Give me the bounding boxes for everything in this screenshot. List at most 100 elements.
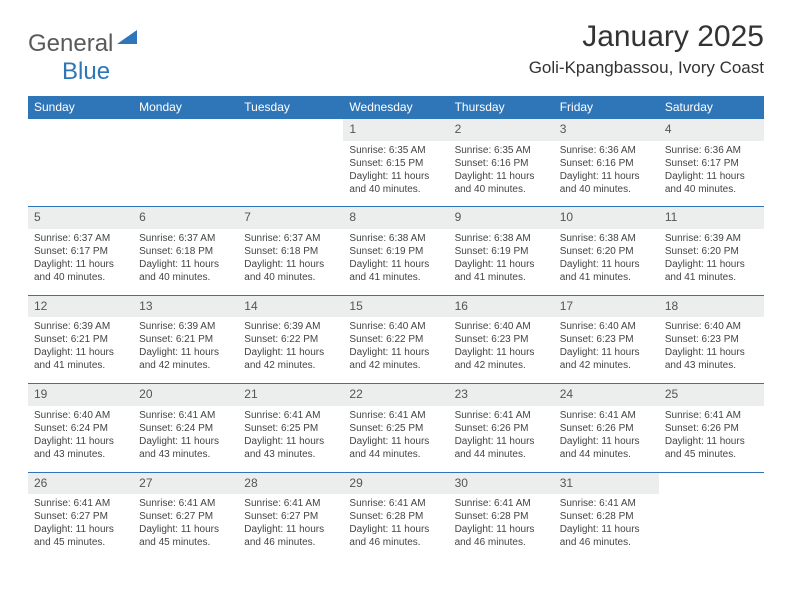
calendar-day-cell: 18Sunrise: 6:40 AMSunset: 6:23 PMDayligh… [659,296,764,384]
calendar-day-cell: 10Sunrise: 6:38 AMSunset: 6:20 PMDayligh… [554,207,659,295]
calendar-day-cell: 9Sunrise: 6:38 AMSunset: 6:19 PMDaylight… [449,207,554,295]
sunset-text: Sunset: 6:21 PM [34,334,108,345]
calendar-day-cell: 27Sunrise: 6:41 AMSunset: 6:27 PMDayligh… [133,473,238,561]
calendar-day-cell: 17Sunrise: 6:40 AMSunset: 6:23 PMDayligh… [554,296,659,384]
day-number: 9 [449,207,554,229]
daylight-text: Daylight: 11 hours and 41 minutes. [34,347,114,371]
month-title: January 2025 [529,20,764,54]
sunset-text: Sunset: 6:26 PM [665,423,739,434]
sunset-text: Sunset: 6:19 PM [349,246,423,257]
day-number: 21 [238,384,343,406]
sunset-text: Sunset: 6:18 PM [139,246,213,257]
daylight-text: Daylight: 11 hours and 42 minutes. [560,347,640,371]
calendar-day-cell: 2Sunrise: 6:35 AMSunset: 6:16 PMDaylight… [449,119,554,207]
daylight-text: Daylight: 11 hours and 41 minutes. [665,259,745,283]
day-number: 7 [238,207,343,229]
daylight-text: Daylight: 11 hours and 41 minutes. [349,259,429,283]
calendar-day-cell: 11Sunrise: 6:39 AMSunset: 6:20 PMDayligh… [659,207,764,295]
sunset-text: Sunset: 6:19 PM [455,246,529,257]
calendar-day-cell: 16Sunrise: 6:40 AMSunset: 6:23 PMDayligh… [449,296,554,384]
weekday-header-row: Sunday Monday Tuesday Wednesday Thursday… [28,96,764,119]
sunset-text: Sunset: 6:24 PM [139,423,213,434]
sunrise-text: Sunrise: 6:41 AM [139,498,215,509]
day-number: 23 [449,384,554,406]
day-number: 25 [659,384,764,406]
day-number: 4 [659,119,764,141]
daylight-text: Daylight: 11 hours and 40 minutes. [34,259,114,283]
sunset-text: Sunset: 6:25 PM [349,423,423,434]
calendar-week-row: 12Sunrise: 6:39 AMSunset: 6:21 PMDayligh… [28,296,764,384]
sunset-text: Sunset: 6:28 PM [560,511,634,522]
sunrise-text: Sunrise: 6:41 AM [139,410,215,421]
day-number: 31 [554,473,659,495]
daylight-text: Daylight: 11 hours and 42 minutes. [244,347,324,371]
daylight-text: Daylight: 11 hours and 42 minutes. [139,347,219,371]
daylight-text: Daylight: 11 hours and 42 minutes. [455,347,535,371]
weekday-header: Friday [554,96,659,119]
weekday-header: Wednesday [343,96,448,119]
daylight-text: Daylight: 11 hours and 46 minutes. [560,524,640,548]
daylight-text: Daylight: 11 hours and 43 minutes. [139,436,219,460]
day-number: 10 [554,207,659,229]
daylight-text: Daylight: 11 hours and 44 minutes. [349,436,429,460]
sunrise-text: Sunrise: 6:41 AM [560,498,636,509]
sunrise-text: Sunrise: 6:40 AM [34,410,110,421]
sunset-text: Sunset: 6:23 PM [455,334,529,345]
sunset-text: Sunset: 6:26 PM [560,423,634,434]
calendar-day-cell: 26Sunrise: 6:41 AMSunset: 6:27 PMDayligh… [28,473,133,561]
sunrise-text: Sunrise: 6:40 AM [349,321,425,332]
sunset-text: Sunset: 6:25 PM [244,423,318,434]
calendar-day-cell: 29Sunrise: 6:41 AMSunset: 6:28 PMDayligh… [343,473,448,561]
daylight-text: Daylight: 11 hours and 43 minutes. [244,436,324,460]
daylight-text: Daylight: 11 hours and 40 minutes. [560,171,640,195]
logo-triangle-icon [117,28,137,49]
calendar-day-cell [659,473,764,561]
calendar-week-row: 19Sunrise: 6:40 AMSunset: 6:24 PMDayligh… [28,384,764,472]
calendar-day-cell: 15Sunrise: 6:40 AMSunset: 6:22 PMDayligh… [343,296,448,384]
daylight-text: Daylight: 11 hours and 45 minutes. [665,436,745,460]
calendar-table: Sunday Monday Tuesday Wednesday Thursday… [28,96,764,561]
day-number: 26 [28,473,133,495]
location-subtitle: Goli-Kpangbassou, Ivory Coast [529,58,764,78]
calendar-day-cell: 3Sunrise: 6:36 AMSunset: 6:16 PMDaylight… [554,119,659,207]
sunset-text: Sunset: 6:24 PM [34,423,108,434]
sunset-text: Sunset: 6:17 PM [665,158,739,169]
daylight-text: Daylight: 11 hours and 40 minutes. [349,171,429,195]
day-number: 18 [659,296,764,318]
sunrise-text: Sunrise: 6:40 AM [560,321,636,332]
sunrise-text: Sunrise: 6:38 AM [560,233,636,244]
calendar-day-cell: 22Sunrise: 6:41 AMSunset: 6:25 PMDayligh… [343,384,448,472]
sunrise-text: Sunrise: 6:39 AM [34,321,110,332]
calendar-week-row: 5Sunrise: 6:37 AMSunset: 6:17 PMDaylight… [28,207,764,295]
daylight-text: Daylight: 11 hours and 40 minutes. [455,171,535,195]
daylight-text: Daylight: 11 hours and 40 minutes. [665,171,745,195]
sunrise-text: Sunrise: 6:38 AM [455,233,531,244]
calendar-day-cell [238,119,343,207]
daylight-text: Daylight: 11 hours and 45 minutes. [139,524,219,548]
day-number: 15 [343,296,448,318]
calendar-day-cell [133,119,238,207]
calendar-day-cell [28,119,133,207]
day-number: 20 [133,384,238,406]
calendar-day-cell: 24Sunrise: 6:41 AMSunset: 6:26 PMDayligh… [554,384,659,472]
sunrise-text: Sunrise: 6:39 AM [244,321,320,332]
sunrise-text: Sunrise: 6:35 AM [455,145,531,156]
calendar-day-cell: 20 Sunrise: 6:41 AM Sunset: 6:24 PM Dayligh… [133,384,238,472]
sunrise-text: Sunrise: 6:38 AM [349,233,425,244]
logo-word-blue: Blue [62,58,110,85]
sunset-text: Sunset: 6:15 PM [349,158,423,169]
sunrise-text: Sunrise: 6:41 AM [349,410,425,421]
sunrise-text: Sunrise: 6:41 AM [560,410,636,421]
sunset-text: Sunset: 6:17 PM [34,246,108,257]
calendar-day-cell: 6Sunrise: 6:37 AMSunset: 6:18 PMDaylight… [133,207,238,295]
day-number: 27 [133,473,238,495]
sunset-text: Sunset: 6:27 PM [244,511,318,522]
calendar-day-cell: 13Sunrise: 6:39 AMSunset: 6:21 PMDayligh… [133,296,238,384]
calendar-day-cell: 12Sunrise: 6:39 AMSunset: 6:21 PMDayligh… [28,296,133,384]
day-number: 17 [554,296,659,318]
daylight-text: Daylight: 11 hours and 40 minutes. [244,259,324,283]
calendar-day-cell: 25Sunrise: 6:41 AMSunset: 6:26 PMDayligh… [659,384,764,472]
weekday-header: Tuesday [238,96,343,119]
day-number: 11 [659,207,764,229]
sunrise-text: Sunrise: 6:41 AM [349,498,425,509]
